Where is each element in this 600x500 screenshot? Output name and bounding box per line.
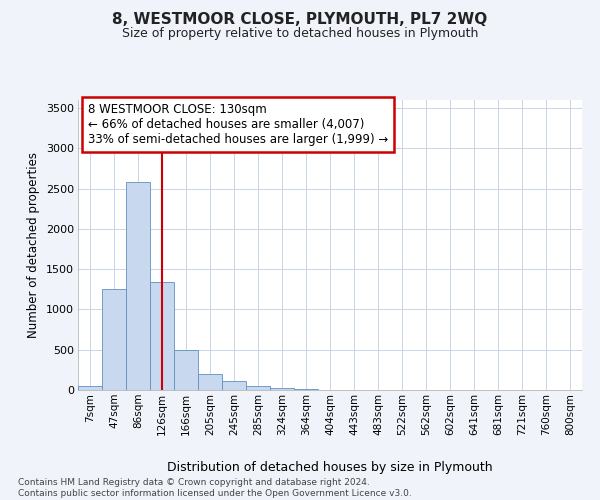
Y-axis label: Number of detached properties: Number of detached properties: [27, 152, 40, 338]
Text: 8 WESTMOOR CLOSE: 130sqm
← 66% of detached houses are smaller (4,007)
33% of sem: 8 WESTMOOR CLOSE: 130sqm ← 66% of detach…: [88, 103, 388, 146]
Bar: [246, 386, 270, 390]
Bar: [150, 282, 174, 390]
Text: Size of property relative to detached houses in Plymouth: Size of property relative to detached ho…: [122, 28, 478, 40]
Bar: [126, 182, 150, 390]
Bar: [198, 374, 222, 390]
Bar: [78, 386, 102, 390]
Text: 8, WESTMOOR CLOSE, PLYMOUTH, PL7 2WQ: 8, WESTMOOR CLOSE, PLYMOUTH, PL7 2WQ: [112, 12, 488, 28]
Text: Contains HM Land Registry data © Crown copyright and database right 2024.
Contai: Contains HM Land Registry data © Crown c…: [18, 478, 412, 498]
Text: Distribution of detached houses by size in Plymouth: Distribution of detached houses by size …: [167, 461, 493, 474]
Bar: [174, 350, 198, 390]
Bar: [222, 381, 246, 390]
Bar: [294, 389, 318, 390]
Bar: [270, 388, 294, 390]
Bar: [102, 290, 126, 390]
